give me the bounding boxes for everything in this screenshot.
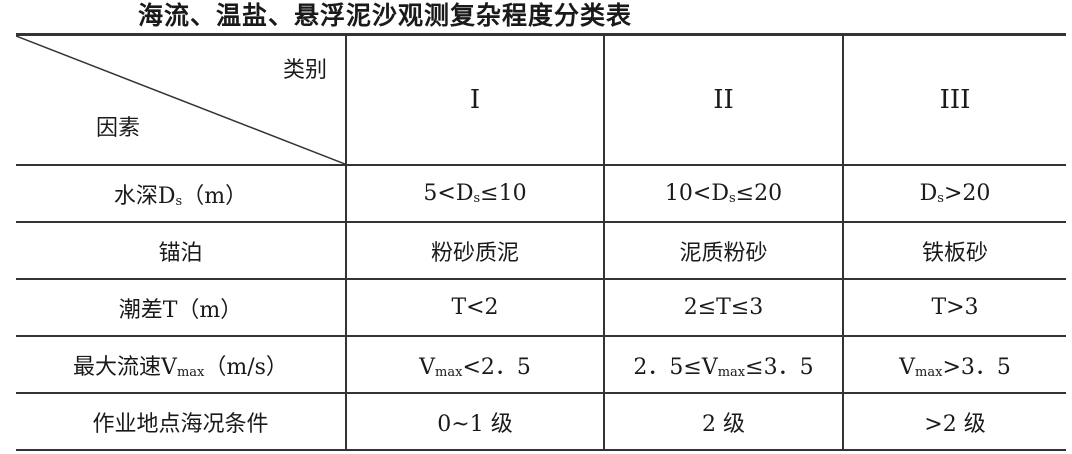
- column-header-2: II: [603, 33, 844, 166]
- cell-text: T<2: [451, 295, 499, 320]
- cell-text: >20: [943, 181, 991, 206]
- value-cell: T<2: [345, 278, 605, 337]
- cell-text: 铁板砂: [921, 240, 988, 266]
- factor-cell: 最大流速Vmax（m/s）: [16, 335, 347, 394]
- cell-text: 最大流速V: [73, 354, 177, 380]
- subscript: s: [937, 191, 944, 206]
- cell-text: >2 级: [924, 411, 986, 437]
- cell-text: 2．5≤V: [633, 354, 718, 380]
- value-cell: Vmax<2．5: [345, 335, 605, 394]
- cell-text: V: [899, 354, 916, 380]
- cell-text: T>3: [931, 295, 979, 320]
- cell-text: D: [919, 181, 938, 206]
- table-row: 潮差T（m） T<2 2≤T≤3 T>3: [16, 278, 1066, 337]
- cell-text: 作业地点海况条件: [92, 411, 269, 437]
- subscript: max: [176, 364, 205, 380]
- cell-text: >3．5: [942, 354, 1011, 380]
- value-cell: 泥质粉砂: [603, 221, 844, 280]
- cell-text: 泥质粉砂: [679, 240, 768, 266]
- value-cell: 粉砂质泥: [345, 221, 605, 280]
- table-row: 作业地点海况条件 0~1 级 2 级 >2 级: [16, 392, 1066, 451]
- header-row: 类别 因素 I II III: [16, 33, 1066, 166]
- cell-text: 2 级: [702, 411, 745, 437]
- category-label: 类别: [282, 58, 327, 83]
- value-cell: 10<Ds≤20: [603, 164, 844, 223]
- subscript: s: [473, 191, 481, 206]
- cell-text: 粉砂质泥: [430, 240, 519, 266]
- value-cell: 铁板砂: [842, 221, 1066, 280]
- classification-table: 类别 因素 I II III 水深Ds（m） 5<Ds≤10 10<Ds≤20 Ds>…: [16, 33, 1066, 451]
- value-cell: 2 级: [603, 392, 844, 451]
- cell-text: ≤3．5: [745, 354, 814, 380]
- value-cell: 0~1 级: [345, 392, 605, 451]
- table-title: 海流、温盐、悬浮泥沙观测复杂程度分类表: [137, 1, 632, 30]
- cell-text: V: [419, 354, 436, 380]
- cell-text: <2．5: [462, 354, 531, 380]
- table-row: 最大流速Vmax（m/s） Vmax<2．5 2．5≤Vmax≤3．5 Vmax>3．…: [16, 335, 1066, 394]
- table-row: 水深Ds（m） 5<Ds≤10 10<Ds≤20 Ds>20: [16, 164, 1066, 223]
- factor-cell: 潮差T（m）: [16, 278, 347, 337]
- cell-text: 0~1 级: [437, 411, 513, 437]
- factor-label: 因素: [96, 116, 141, 141]
- column-header-1: I: [345, 33, 605, 166]
- cell-text: ≤20: [735, 181, 783, 206]
- subscript: s: [728, 191, 736, 206]
- subscript: max: [915, 364, 943, 380]
- value-cell: T>3: [842, 278, 1066, 337]
- cell-text: 2≤T≤3: [683, 295, 764, 320]
- value-cell: Ds>20: [842, 164, 1066, 223]
- table-row: 锚泊 粉砂质泥 泥质粉砂 铁板砂: [16, 221, 1066, 280]
- cell-text: 锚泊: [158, 240, 203, 266]
- factor-cell: 作业地点海况条件: [16, 392, 347, 451]
- cell-text: 5<D: [423, 181, 474, 206]
- cell-text: （m）: [182, 183, 248, 209]
- subscript: max: [435, 364, 463, 380]
- column-header-3: III: [842, 33, 1066, 166]
- cell-text: ≤10: [480, 181, 527, 206]
- value-cell: 2．5≤Vmax≤3．5: [603, 335, 844, 394]
- value-cell: 2≤T≤3: [603, 278, 844, 337]
- diagonal-line: [16, 36, 345, 164]
- diagonal-header-cell: 类别 因素: [16, 33, 347, 166]
- subscript: max: [717, 364, 746, 380]
- value-cell: >2 级: [842, 392, 1066, 451]
- factor-cell: 锚泊: [16, 221, 347, 280]
- value-cell: Vmax>3．5: [842, 335, 1066, 394]
- cell-text: 潮差T（m）: [118, 297, 243, 323]
- cell-text: 水深D: [113, 183, 176, 209]
- cell-text: 10<D: [664, 181, 729, 206]
- cell-text: （m/s）: [204, 354, 288, 380]
- subscript: s: [175, 193, 183, 209]
- factor-cell: 水深Ds（m）: [16, 164, 347, 223]
- value-cell: 5<Ds≤10: [345, 164, 605, 223]
